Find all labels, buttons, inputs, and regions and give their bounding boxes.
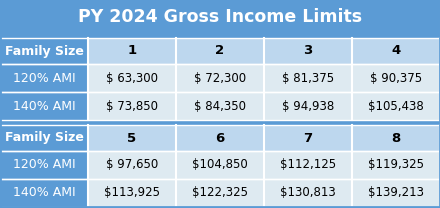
Text: $ 72,300: $ 72,300 [194,72,246,84]
Bar [176,125,264,151]
Text: $139,213: $139,213 [368,187,424,199]
Text: 6: 6 [215,131,225,145]
Text: Family Size: Family Size [4,45,84,57]
Text: 7: 7 [304,131,312,145]
Text: $ 94,938: $ 94,938 [282,99,334,113]
Bar [264,125,352,151]
Bar [0,38,88,64]
Bar [88,38,176,64]
Text: 2: 2 [216,45,224,57]
Text: $ 63,300: $ 63,300 [106,72,158,84]
Text: $112,125: $112,125 [280,158,336,172]
Text: 5: 5 [128,131,136,145]
Text: PY 2024 Gross Income Limits: PY 2024 Gross Income Limits [78,7,362,26]
Text: 140% AMI: 140% AMI [13,99,75,113]
Bar [0,125,88,151]
Text: $ 97,650: $ 97,650 [106,158,158,172]
Bar [0,151,88,179]
Bar [352,38,440,64]
Text: 1: 1 [128,45,136,57]
Text: $ 81,375: $ 81,375 [282,72,334,84]
Text: $113,925: $113,925 [104,187,160,199]
Text: 120% AMI: 120% AMI [13,158,75,172]
Text: 3: 3 [303,45,313,57]
Bar [0,179,440,207]
Text: $ 90,375: $ 90,375 [370,72,422,84]
Text: Family Size: Family Size [4,131,84,145]
Text: $130,813: $130,813 [280,187,336,199]
Bar [176,38,264,64]
Bar [0,92,440,120]
Text: $ 84,350: $ 84,350 [194,99,246,113]
Bar [88,125,176,151]
Text: 4: 4 [391,45,401,57]
Bar [0,151,440,179]
Text: $119,325: $119,325 [368,158,424,172]
Bar [0,33,440,38]
Text: $ 73,850: $ 73,850 [106,99,158,113]
Bar [0,64,440,92]
Text: 8: 8 [391,131,401,145]
Text: $104,850: $104,850 [192,158,248,172]
Text: $122,325: $122,325 [192,187,248,199]
Bar [352,125,440,151]
Bar [0,0,440,33]
Bar [0,64,88,92]
Bar [0,92,88,120]
Bar [264,38,352,64]
Bar [0,120,440,125]
Text: $105,438: $105,438 [368,99,424,113]
Bar [0,179,88,207]
Text: 140% AMI: 140% AMI [13,187,75,199]
Text: 120% AMI: 120% AMI [13,72,75,84]
